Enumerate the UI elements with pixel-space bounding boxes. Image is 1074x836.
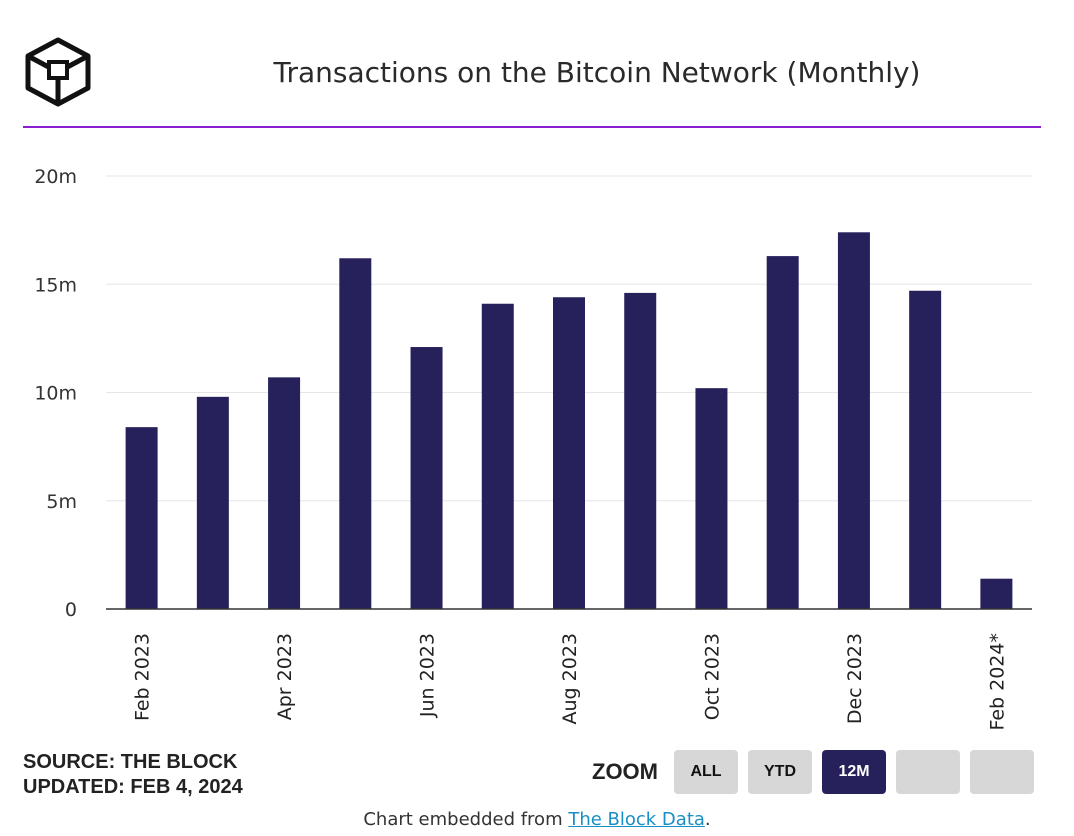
bar-may-2023 (339, 258, 372, 609)
bar-sep-2023 (624, 292, 657, 609)
zoom-blank-button-2[interactable] (970, 750, 1034, 794)
zoom-all-button[interactable]: ALL (674, 750, 738, 794)
x-tick-label: Feb 2024* (986, 633, 1008, 731)
x-tick-label: Jun 2023 (417, 633, 439, 718)
x-tick-label: Apr 2023 (274, 633, 296, 720)
x-tick-label: Dec 2023 (844, 633, 866, 724)
the-block-data-link[interactable]: The Block Data (568, 809, 705, 830)
updated-label: UPDATED: FEB 4, 2024 (23, 776, 243, 798)
bar-jun-2023 (410, 347, 443, 609)
footer-suffix: . (704, 809, 711, 830)
title-divider (23, 126, 1041, 128)
x-tick-label: Oct 2023 (701, 633, 723, 720)
y-tick-label: 5m (46, 491, 77, 513)
x-tick-label: Aug 2023 (559, 633, 581, 725)
x-tick-label: Feb 2023 (132, 633, 154, 721)
bar-jan-2024 (909, 290, 942, 609)
zoom-ytd-button[interactable]: YTD (748, 750, 812, 794)
the-block-logo-icon (25, 37, 91, 107)
bar-feb-2024- (980, 578, 1013, 609)
source-label: SOURCE: THE BLOCK (23, 751, 238, 773)
chart-title: Transactions on the Bitcoin Network (Mon… (273, 56, 921, 89)
bar-oct-2023 (695, 388, 728, 609)
y-tick-label: 15m (34, 274, 77, 296)
y-tick-label: 0 (65, 599, 77, 621)
bar-apr-2023 (268, 377, 301, 609)
bar-mar-2023 (196, 396, 229, 609)
zoom-12m-button[interactable]: 12M (822, 750, 886, 794)
bar-feb-2023 (125, 427, 158, 609)
zoom-blank-button-1[interactable] (896, 750, 960, 794)
zoom-label: ZOOM (592, 759, 658, 784)
source-info: SOURCE: THE BLOCK UPDATED: FEB 4, 2024 (23, 750, 243, 800)
bar-aug-2023 (553, 297, 585, 609)
y-tick-label: 20m (34, 166, 77, 188)
bar-chart: 0 5m 10m 15m 20m Feb 2023 Apr 2023 Jun 2023 Aug … (34, 166, 1032, 731)
bar-jul-2023 (481, 303, 514, 609)
y-tick-label: 10m (34, 383, 77, 405)
footer-prefix: Chart embedded from (363, 809, 569, 830)
bar-nov-2023 (766, 256, 799, 609)
bar-dec-2023 (837, 232, 870, 610)
embed-footer: Chart embedded from The Block Data. (0, 809, 1074, 830)
